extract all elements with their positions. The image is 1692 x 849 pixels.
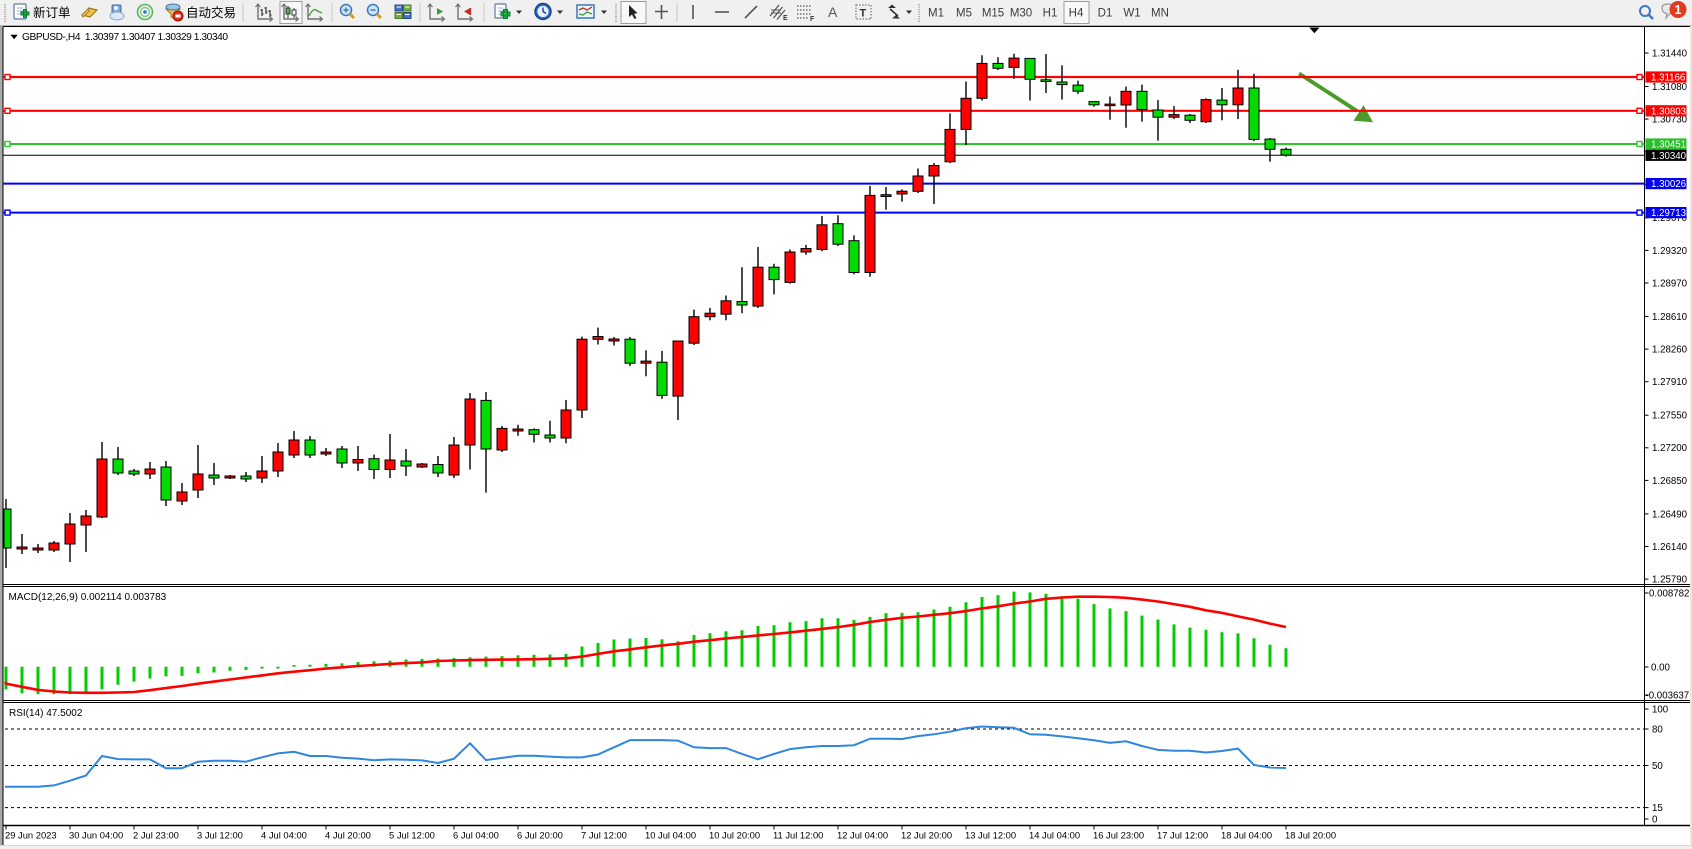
svg-text:T: T xyxy=(860,8,867,20)
svg-text:H4: H4 xyxy=(1069,8,1084,20)
svg-text:0: 0 xyxy=(1652,814,1658,825)
svg-text:M5: M5 xyxy=(956,8,972,20)
svg-text:100: 100 xyxy=(1652,704,1669,715)
svg-text:12 Jul 20:00: 12 Jul 20:00 xyxy=(901,830,952,841)
svg-text:1.26140: 1.26140 xyxy=(1652,542,1688,553)
svg-text:1.30730: 1.30730 xyxy=(1652,115,1688,126)
svg-text:MACD(12,26,9) 0.002114 0.00378: MACD(12,26,9) 0.002114 0.003783 xyxy=(9,592,167,603)
svg-text:0.00: 0.00 xyxy=(1651,662,1670,673)
svg-text:GBPUSD-,H4 1.30397 1.30407 1.: GBPUSD-,H4 1.30397 1.30407 1.30329 1.303… xyxy=(22,32,228,43)
svg-text:2 Jul 23:00: 2 Jul 23:00 xyxy=(133,830,179,841)
svg-text:E: E xyxy=(783,15,788,22)
svg-text:1.28260: 1.28260 xyxy=(1652,345,1688,356)
svg-text:13 Jul 12:00: 13 Jul 12:00 xyxy=(965,830,1016,841)
svg-text:A: A xyxy=(828,4,838,20)
svg-text:10 Jul 20:00: 10 Jul 20:00 xyxy=(709,830,760,841)
svg-text:16 Jul 23:00: 16 Jul 23:00 xyxy=(1093,830,1144,841)
svg-text:29 Jun 2023: 29 Jun 2023 xyxy=(5,830,57,841)
svg-text:50: 50 xyxy=(1652,761,1663,772)
svg-text:11 Jul 12:00: 11 Jul 12:00 xyxy=(773,830,823,841)
svg-text:6 Jul 04:00: 6 Jul 04:00 xyxy=(453,830,499,841)
svg-text:1.27910: 1.27910 xyxy=(1652,377,1688,388)
svg-text:3 Jul 12:00: 3 Jul 12:00 xyxy=(197,830,243,841)
svg-text:0.008782: 0.008782 xyxy=(1649,588,1689,599)
svg-text:80: 80 xyxy=(1652,724,1663,735)
svg-text:1.25790: 1.25790 xyxy=(1652,575,1688,586)
svg-text:15: 15 xyxy=(1652,803,1663,814)
svg-text:1.31166: 1.31166 xyxy=(1651,73,1685,84)
svg-text:1.28970: 1.28970 xyxy=(1652,278,1688,289)
svg-text:5 Jul 12:00: 5 Jul 12:00 xyxy=(389,830,435,841)
svg-text:H1: H1 xyxy=(1043,8,1058,20)
svg-text:新订单: 新订单 xyxy=(33,5,71,20)
svg-text:1.31440: 1.31440 xyxy=(1652,48,1688,59)
svg-text:6 Jul 20:00: 6 Jul 20:00 xyxy=(517,830,563,841)
svg-text:1.29670: 1.29670 xyxy=(1652,213,1688,224)
svg-text:30 Jun 04:00: 30 Jun 04:00 xyxy=(69,830,123,841)
svg-text:M30: M30 xyxy=(1010,8,1032,20)
svg-text:1: 1 xyxy=(1675,3,1682,17)
svg-text:18 Jul 20:00: 18 Jul 20:00 xyxy=(1285,830,1336,841)
svg-text:RSI(14) 47.5002: RSI(14) 47.5002 xyxy=(9,708,83,719)
svg-text:1.26490: 1.26490 xyxy=(1652,509,1688,520)
svg-text:1.29320: 1.29320 xyxy=(1652,246,1688,257)
svg-text:1.28610: 1.28610 xyxy=(1652,312,1688,323)
svg-text:10 Jul 04:00: 10 Jul 04:00 xyxy=(645,830,696,841)
svg-text:1.31080: 1.31080 xyxy=(1652,82,1688,93)
svg-text:F: F xyxy=(810,16,815,23)
svg-text:1.26850: 1.26850 xyxy=(1652,476,1688,487)
svg-text:14 Jul 04:00: 14 Jul 04:00 xyxy=(1029,830,1080,841)
svg-text:1.30340: 1.30340 xyxy=(1651,151,1687,162)
svg-text:18 Jul 04:00: 18 Jul 04:00 xyxy=(1221,830,1272,841)
svg-text:1.30026: 1.30026 xyxy=(1651,179,1686,190)
svg-text:MN: MN xyxy=(1151,8,1169,20)
svg-text:1.27550: 1.27550 xyxy=(1652,411,1688,422)
svg-text:17 Jul 12:00: 17 Jul 12:00 xyxy=(1157,830,1208,841)
svg-text:1.30451: 1.30451 xyxy=(1651,140,1686,151)
svg-text:M15: M15 xyxy=(982,8,1004,20)
svg-text:12 Jul 04:00: 12 Jul 04:00 xyxy=(837,830,888,841)
svg-text:M1: M1 xyxy=(928,8,944,20)
svg-text:1.30803: 1.30803 xyxy=(1651,106,1686,117)
svg-text:自动交易: 自动交易 xyxy=(186,5,236,20)
svg-text:1.27200: 1.27200 xyxy=(1652,443,1688,454)
svg-text:W1: W1 xyxy=(1123,8,1140,20)
svg-text:4 Jul 20:00: 4 Jul 20:00 xyxy=(325,830,371,841)
svg-text:4 Jul 04:00: 4 Jul 04:00 xyxy=(261,830,307,841)
svg-text:1.29713: 1.29713 xyxy=(1651,208,1686,219)
svg-text:D1: D1 xyxy=(1098,8,1113,20)
svg-text:-0.003637: -0.003637 xyxy=(1646,690,1690,701)
svg-text:7 Jul 12:00: 7 Jul 12:00 xyxy=(581,830,627,841)
